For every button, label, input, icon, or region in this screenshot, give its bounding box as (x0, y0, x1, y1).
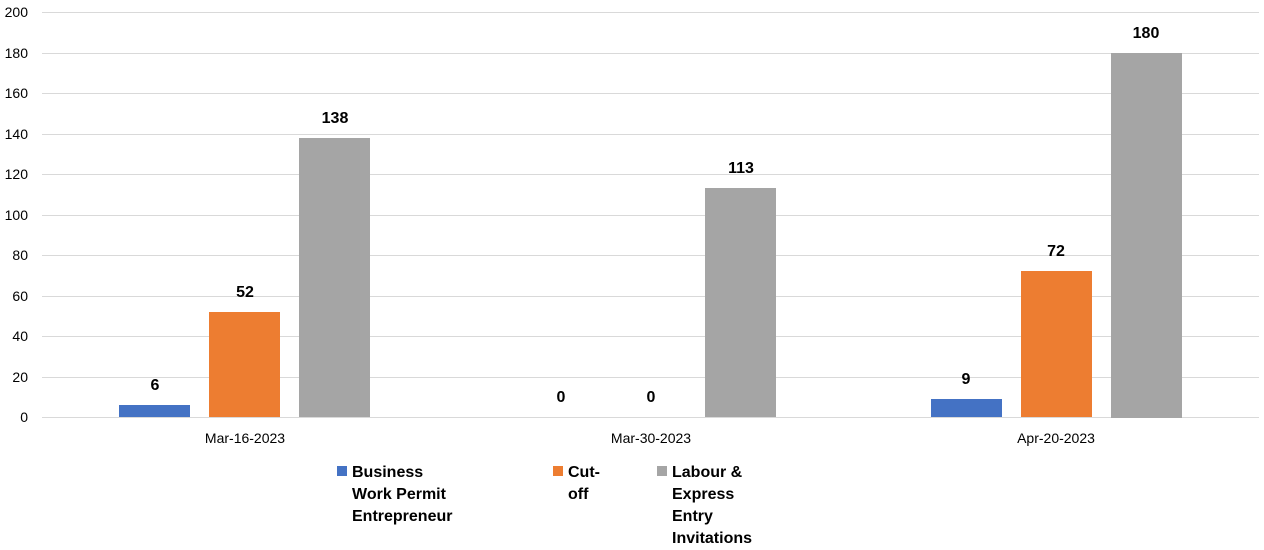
bar[interactable] (931, 399, 1002, 417)
y-tick-label: 120 (4, 166, 28, 182)
legend-label-line2: Entrepreneur (352, 508, 453, 525)
y-tick-label: 0 (20, 409, 28, 425)
gridline (42, 377, 1259, 378)
y-tick-label: 200 (4, 4, 28, 20)
data-label: 9 (961, 371, 971, 388)
bar-chart: 0 20 40 60 80 100 120 140 160 180 200 6 52 138 0 0 113 9… (4, 4, 1259, 547)
gridline (42, 134, 1259, 135)
bar[interactable] (1111, 53, 1182, 418)
gridline (42, 215, 1259, 216)
data-label: 138 (321, 110, 349, 127)
y-tick-label: 80 (12, 247, 28, 263)
y-tick-label: 60 (12, 288, 28, 304)
legend-swatch-gray (657, 466, 667, 476)
x-tick-label: Apr-20-2023 (1017, 430, 1095, 446)
y-tick-label: 20 (12, 369, 28, 385)
gridline (42, 174, 1259, 175)
gridline (42, 417, 1259, 418)
data-label: 180 (1132, 25, 1160, 42)
legend-label: Labour & Express Entry Invitations (672, 464, 753, 547)
legend-swatch-orange (553, 466, 563, 476)
legend-label-line1: Business Work Permit (352, 464, 446, 503)
gridline (42, 12, 1259, 13)
legend-item-labour-express-entry[interactable]: Labour & Express Entry Invitations (657, 462, 752, 550)
gridline (42, 255, 1259, 256)
data-label: 6 (150, 377, 160, 394)
legend-swatch-blue (337, 466, 347, 476)
data-label: 0 (556, 389, 566, 406)
data-label: 113 (728, 160, 754, 177)
legend-item-business-work-permit[interactable]: Business Work Permit Entrepreneur (337, 462, 452, 528)
gridline (42, 53, 1259, 54)
y-tick-label: 160 (4, 85, 28, 101)
data-label: 52 (236, 284, 254, 301)
gridline (42, 93, 1259, 94)
gridline (42, 336, 1259, 337)
bar[interactable] (209, 312, 280, 417)
gridline (42, 296, 1259, 297)
x-tick-label: Mar-16-2023 (204, 430, 286, 446)
bar[interactable] (299, 138, 370, 417)
bar[interactable] (119, 405, 190, 417)
data-label: 72 (1047, 243, 1065, 260)
legend-label: Cut-off (568, 464, 600, 503)
y-tick-label: 100 (4, 207, 28, 223)
y-tick-label: 140 (4, 126, 28, 142)
y-tick-label: 40 (12, 328, 28, 344)
bar[interactable] (1021, 271, 1092, 417)
legend-label: Business Work Permit Entrepreneur (352, 462, 452, 528)
x-tick-label: Mar-30-2023 (610, 430, 692, 446)
legend-item-cut-off[interactable]: Cut-off (553, 462, 600, 506)
bar[interactable] (705, 188, 776, 417)
data-label: 0 (646, 389, 656, 406)
y-tick-label: 180 (4, 45, 28, 61)
